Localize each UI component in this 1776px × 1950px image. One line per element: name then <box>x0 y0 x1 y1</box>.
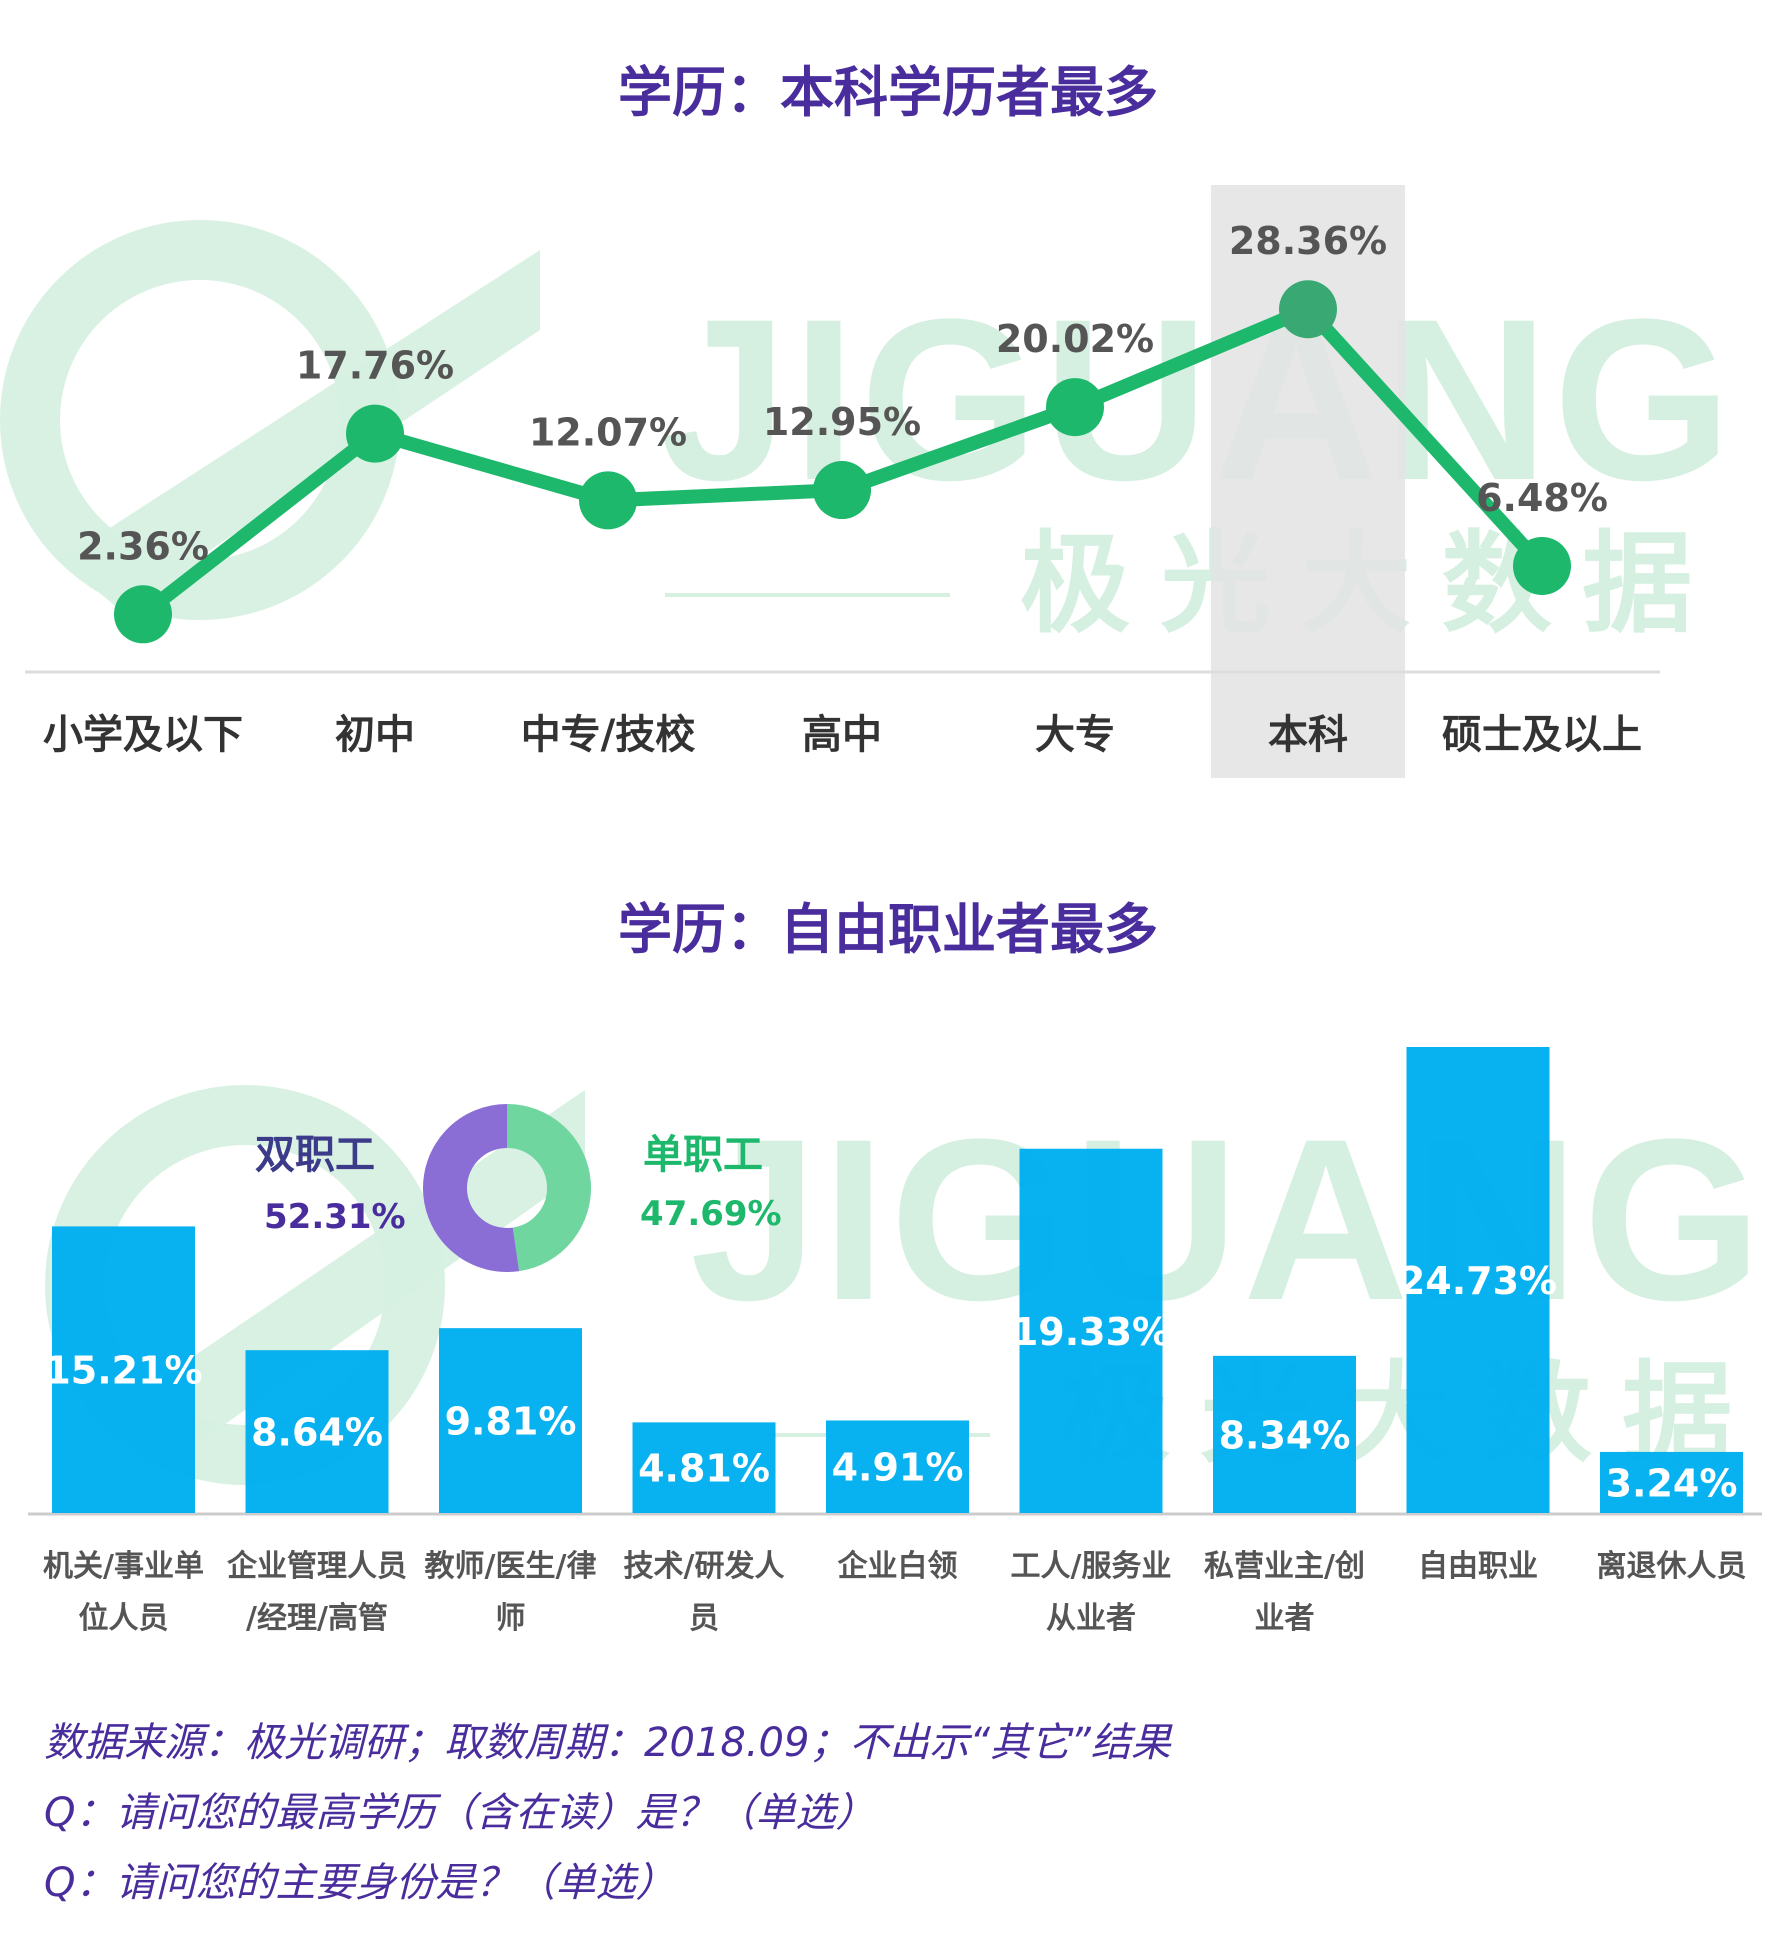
donut-label-double: 双职工 <box>255 1132 375 1178</box>
data-label-3: 12.95% <box>763 400 921 444</box>
x-tick-label-5: 本科 <box>1268 712 1348 758</box>
x-tick-label-2: 中专/技校 <box>521 712 696 758</box>
bar-2 <box>439 1328 582 1513</box>
bar-6 <box>1213 1355 1356 1513</box>
x-tick-label-5-0: 工人/服务业 <box>1011 1549 1172 1584</box>
bar-4 <box>826 1420 969 1513</box>
line-point-4 <box>1046 378 1104 437</box>
source-note: 数据来源：极光调研；取数周期：2018.09；不出示“其它”结果 <box>44 1720 1171 1766</box>
watermark-logo-slash-top <box>60 250 540 610</box>
bar-value-label-8: 3.24% <box>1606 1461 1738 1505</box>
bar-value-label-6: 8.34% <box>1219 1413 1351 1457</box>
x-tick-label-8-0: 离退休人员 <box>1597 1549 1747 1584</box>
line-point-0 <box>114 585 172 644</box>
x-tick-label-5-1: 从业者 <box>1046 1601 1136 1636</box>
bar-7 <box>1406 1047 1550 1513</box>
data-label-5: 28.36% <box>1229 219 1387 263</box>
bar-1 <box>245 1350 389 1513</box>
bar-0 <box>52 1226 195 1513</box>
donut-value-double: 52.31% <box>264 1197 406 1237</box>
x-tick-label-0-1: 位人员 <box>79 1601 169 1636</box>
data-label-1: 17.76% <box>296 344 454 388</box>
bar-value-label-5: 19.33% <box>1012 1310 1170 1354</box>
bar-value-label-1: 8.64% <box>251 1411 383 1455</box>
line-point-1 <box>346 404 404 463</box>
x-tick-label-7-0: 自由职业 <box>1418 1549 1538 1584</box>
bar-value-label-2: 9.81% <box>445 1400 577 1444</box>
x-tick-label-3-1: 员 <box>689 1601 719 1636</box>
question-note-education: Q：请问您的最高学历（含在读）是？（单选） <box>44 1790 876 1836</box>
bar-8 <box>1600 1451 1743 1513</box>
x-tick-label-3-0: 技术/研发人 <box>624 1549 785 1584</box>
donut-slice-1 <box>506 1104 591 1272</box>
data-label-0: 2.36% <box>77 524 209 568</box>
bar-value-label-0: 15.21% <box>44 1349 202 1393</box>
data-label-4: 20.02% <box>996 317 1154 361</box>
x-tick-label-1-0: 企业管理人员 <box>227 1549 407 1584</box>
bar-value-label-7: 24.73% <box>1399 1259 1557 1303</box>
line-point-5 <box>1279 280 1337 339</box>
line-point-6 <box>1513 536 1571 595</box>
footnotes: 数据来源：极光调研；取数周期：2018.09；不出示“其它”结果 Q：请问您的最… <box>44 1708 1171 1918</box>
donut-value-single: 47.69% <box>640 1194 782 1234</box>
chart1-title: 学历：本科学历者最多 <box>618 61 1158 124</box>
x-tick-label-1: 初中 <box>335 712 415 758</box>
education-line-chart: 2.36% 小学及以下 17.76% 初中 12.07% 中专/技校 12.95% 高中 20.… <box>0 185 1660 778</box>
data-label-6: 6.48% <box>1476 476 1608 520</box>
x-tick-label-6-0: 私营业主/创 <box>1204 1549 1365 1584</box>
x-tick-label-2-1: 师 <box>496 1601 526 1636</box>
watermark-cn-bottom: 极 光 大 数 据 <box>1060 1353 1733 1476</box>
x-tick-label-6-1: 业者 <box>1255 1601 1315 1636</box>
line-point-2 <box>579 471 637 530</box>
x-tick-label-2-0: 教师/医生/律 <box>425 1549 597 1584</box>
donut-label-single: 单职工 <box>643 1132 763 1178</box>
data-label-2: 12.07% <box>529 410 687 454</box>
bar-5 <box>1019 1148 1163 1513</box>
x-tick-label-4: 大专 <box>1035 712 1115 758</box>
watermark-brand-bottom: JIGUANG <box>690 1091 1766 1348</box>
line-point-3 <box>813 461 871 520</box>
bar-value-label-4: 4.91% <box>832 1446 964 1490</box>
chart2-title: 学历：自由职业者最多 <box>618 898 1158 961</box>
x-tick-label-1-1: /经理/高管 <box>246 1601 388 1636</box>
bar-3 <box>632 1422 776 1513</box>
x-tick-label-3: 高中 <box>802 712 882 758</box>
donut-slice-0 <box>423 1104 520 1272</box>
x-tick-label-6: 硕士及以上 <box>1442 712 1642 758</box>
bar-value-label-3: 4.81% <box>638 1447 770 1491</box>
x-tick-label-0-0: 机关/事业单 <box>43 1549 204 1584</box>
question-note-identity: Q：请问您的主要身份是？（单选） <box>44 1860 676 1906</box>
x-tick-label-4-0: 企业白领 <box>838 1549 958 1584</box>
x-tick-label-0: 小学及以下 <box>43 712 243 758</box>
